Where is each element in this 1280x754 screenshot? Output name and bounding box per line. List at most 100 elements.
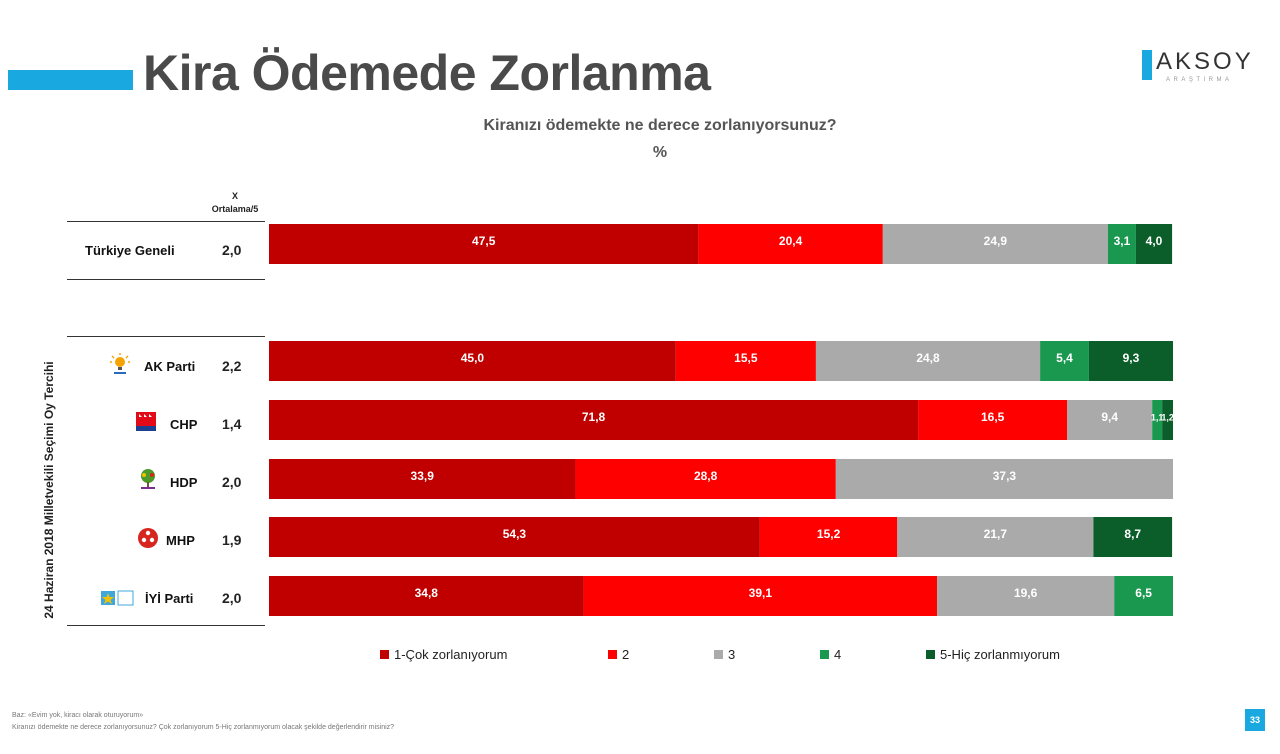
legend-swatch [380,650,389,659]
row-label-iyi-parti: İYİ Parti [145,591,194,606]
akp-lightbulb-icon [108,352,132,376]
bar-value-label: 34,8 [415,586,439,600]
bar-segment [759,517,898,557]
bar-value-label: 6,5 [1135,586,1152,600]
bar-segment [675,341,816,381]
bar-segment [835,459,1173,499]
bar-value-label: 9,3 [1123,351,1140,365]
divider-line [67,221,265,222]
bar-segment [937,576,1115,616]
legend-label: 5-Hiç zorlanmıyorum [940,647,1060,662]
legend-item-3: 3 [714,647,735,662]
row-average-ak-parti: 2,2 [222,358,242,374]
legend-item-5: 5-Hiç zorlanmıyorum [926,647,1060,662]
bar-segment [583,576,938,616]
legend-swatch [820,650,829,659]
bar-value-label: 33,9 [411,469,435,483]
page-number: 33 [1245,709,1265,731]
bar-value-label: 71,8 [582,410,606,424]
bar-value-label: 15,5 [734,351,758,365]
bar-value-label: 24,9 [984,234,1008,248]
legend-item-2: 2 [608,647,629,662]
legend-label: 3 [728,647,736,662]
bar-segment [269,517,760,557]
divider-line [67,279,265,280]
legend-item-1: 1-Çok zorlanıyorum [380,647,507,662]
bar-segment [1040,341,1089,381]
bar-value-label: 37,3 [993,469,1017,483]
bar-segment [269,576,584,616]
legend-swatch [926,650,935,659]
bar-value-label: 47,5 [472,234,496,248]
bar-value-label: 19,6 [1014,586,1038,600]
aksoy-logo: AKSOY ARAŞTIRMA [1142,48,1266,88]
bar-segment [269,459,576,499]
logo-mark-icon [1142,50,1152,80]
divider-line [67,625,265,626]
chp-arrows-icon [134,409,158,433]
bar-value-label: 45,0 [461,351,485,365]
bar-segment [1088,341,1173,381]
iyi-parti-logo-icon [100,586,134,610]
hdp-tree-icon [136,467,160,491]
row-average-turkiye-geneli: 2,0 [222,242,242,258]
row-average-iyi-parti: 2,0 [222,590,242,606]
bar-segment [1107,224,1136,264]
row-label-ak-parti: AK Parti [144,359,196,374]
bar-value-label: 20,4 [779,234,803,248]
bar-segment [897,517,1094,557]
row-label-mhp: MHP [166,533,195,548]
bar-value-label: 4,0 [1146,234,1163,248]
chart-legend: 1-Çok zorlanıyorum 2 3 4 5-Hiç zorlanmıy… [380,647,1200,667]
chart-title: Kiranızı ödemekte ne derece zorlanıyorsu… [483,117,837,134]
bar-value-label: 9,4 [1101,410,1118,424]
row-label-hdp: HDP [170,475,198,490]
bar-segment [918,400,1068,440]
bar-segment [269,224,699,264]
bar-value-label: 54,3 [503,527,527,541]
mhp-crescents-icon [136,526,160,550]
row-label-chp: CHP [170,417,198,432]
row-average-chp: 1,4 [222,416,242,432]
bar-value-label: 1,1 [1151,412,1164,422]
row-average-hdp: 2,0 [222,474,242,490]
bar-value-label: 3,1 [1114,234,1131,248]
bar-value-label: 5,4 [1056,351,1073,365]
average-header-x: X [231,191,238,201]
bar-segment [269,400,919,440]
bar-segment [1162,400,1173,440]
row-label-turkiye-geneli: Türkiye Geneli [85,243,175,258]
bar-value-label: 15,2 [817,527,841,541]
bar-value-label: 8,7 [1124,527,1141,541]
bar-value-label: 1,2 [1161,412,1174,422]
legend-swatch [714,650,723,659]
bar-value-label: 16,5 [981,410,1005,424]
bar-value-label: 39,1 [749,586,773,600]
bar-segment [698,224,883,264]
title-accent-bar [8,70,133,90]
page-title: Kira Ödemede Zorlanma [143,45,711,101]
bar-segment [1152,400,1163,440]
legend-label: 2 [622,647,630,662]
bar-segment [575,459,836,499]
bar-value-label: 24,8 [916,351,940,365]
chart-unit: % [652,144,668,161]
bar-segment [882,224,1108,264]
logo-word: AKSOY [1156,48,1254,75]
bar-segment [1067,400,1153,440]
footnote-base: Baz: «Evim yok, kiracı olarak oturuyorum… [12,712,144,719]
divider-line [67,336,265,337]
legend-label: 4 [834,647,842,662]
legend-label: 1-Çok zorlanıyorum [394,647,508,662]
average-header-label: Ortalama/5 [211,204,259,214]
bar-value-label: 21,7 [984,527,1008,541]
bar-segment [269,341,676,381]
bar-segment [815,341,1041,381]
bar-segment [1093,517,1173,557]
logo-subtitle: ARAŞTIRMA [1166,77,1233,83]
row-average-mhp: 1,9 [222,532,242,548]
average-column-header: X Ortalama/5 [190,190,280,216]
legend-item-4: 4 [820,647,841,662]
footnote-question: Kiranızı ödemekte ne derece zorlanıyorsu… [12,724,395,731]
